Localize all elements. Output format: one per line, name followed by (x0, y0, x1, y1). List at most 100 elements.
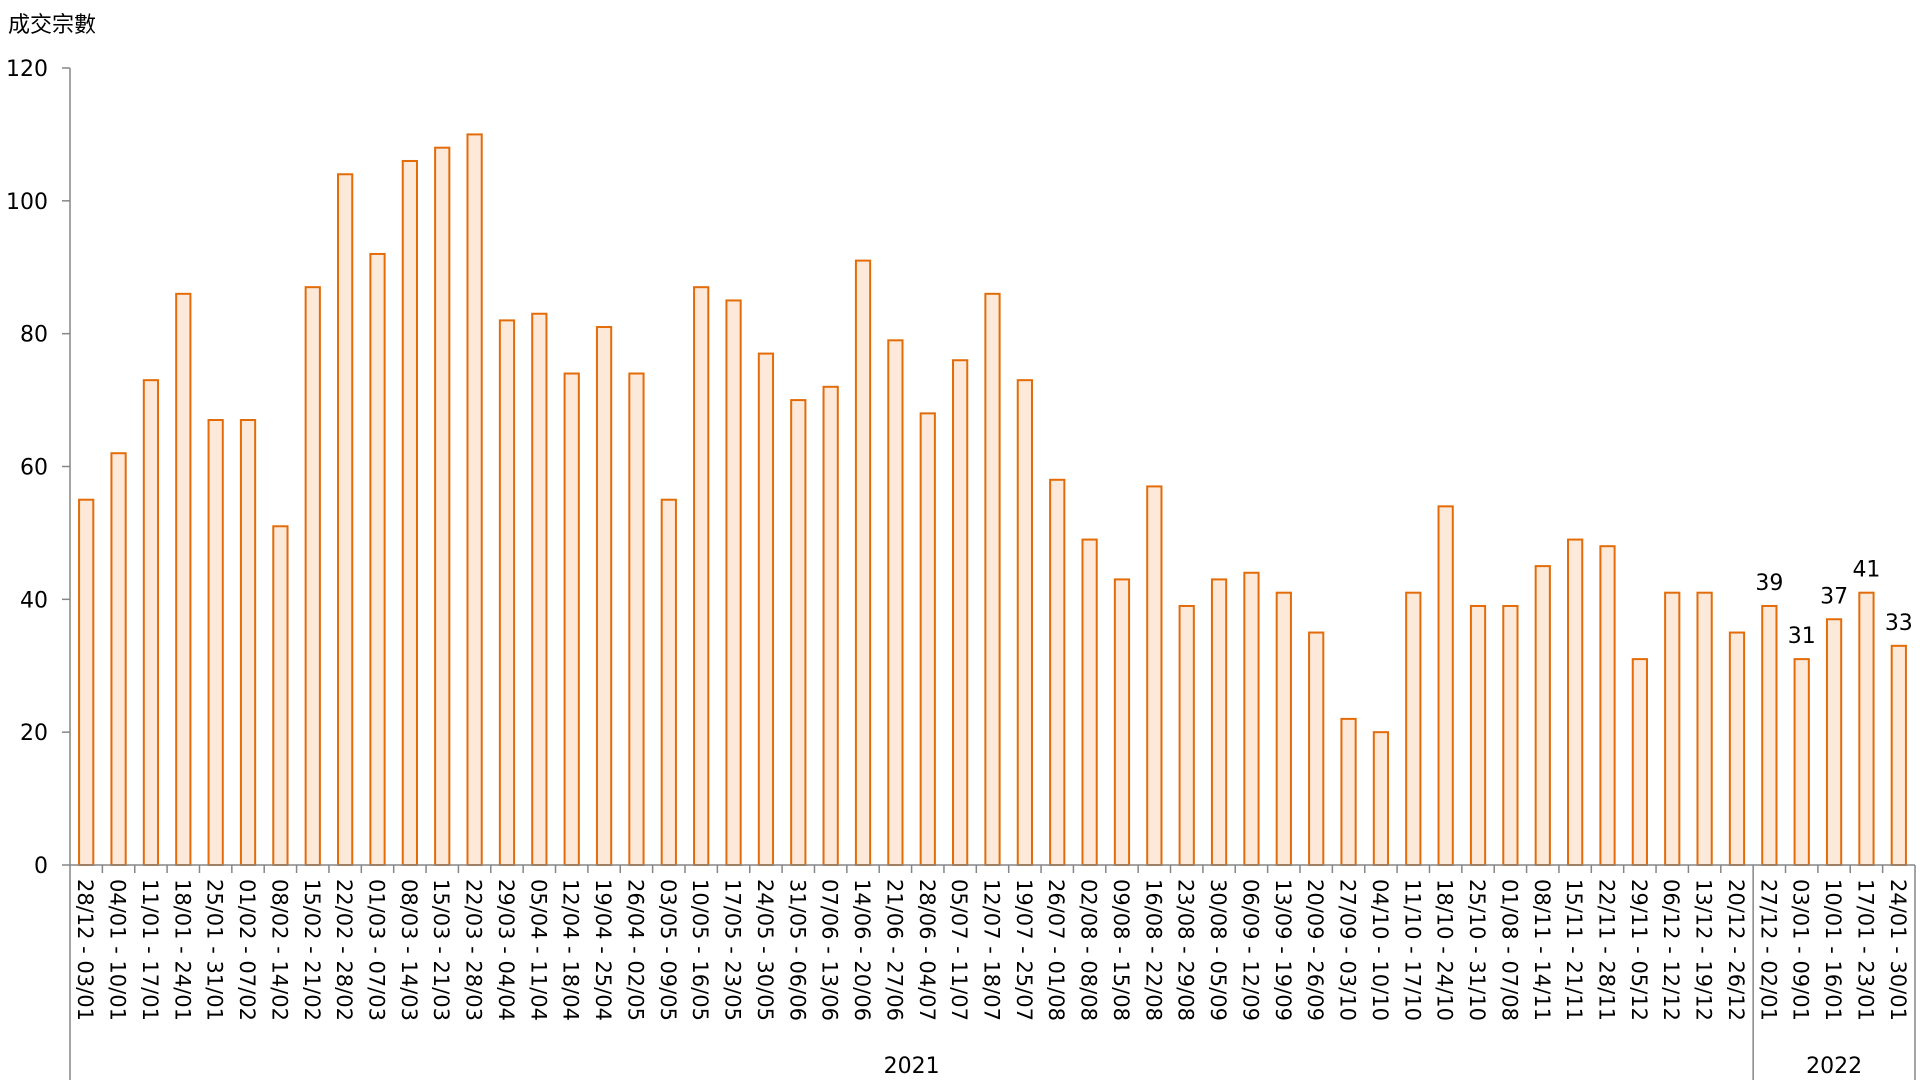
x-tick-label: 10/05 - 16/05 (688, 879, 712, 1021)
bar (595, 326, 613, 866)
x-tick-label: 27/09 - 03/10 (1336, 879, 1360, 1021)
x-tick-label: 11/10 - 17/10 (1400, 879, 1424, 1021)
bar (1599, 545, 1616, 866)
year-group-label: 2021 (884, 1054, 940, 1079)
bar (1858, 591, 1875, 866)
bar (1340, 717, 1357, 867)
bar (1469, 604, 1487, 866)
bar (175, 292, 192, 867)
year-groups: 2021 2022 (69, 873, 1916, 1084)
bar (887, 339, 904, 866)
bar (1308, 631, 1325, 867)
bar (1178, 604, 1195, 866)
bar (272, 525, 289, 867)
bar (142, 379, 160, 866)
bar (369, 252, 386, 866)
bar (1049, 478, 1066, 866)
bar (239, 419, 257, 866)
bar (628, 372, 645, 866)
x-tick-label: 08/02 - 14/02 (267, 879, 291, 1021)
bar (693, 286, 710, 866)
bar (78, 498, 95, 866)
bar (401, 159, 418, 866)
x-tick-label: 01/03 - 07/03 (365, 879, 389, 1021)
bar (660, 498, 677, 866)
x-tick-label: 02/08 - 08/08 (1077, 879, 1101, 1021)
x-axis: 28/12 - 03/01 04/01 - 10/01 11/01 - 17/01 1… (69, 864, 1916, 1021)
y-tick-label: 20 (20, 721, 48, 746)
x-tick-label: 25/10 - 31/10 (1465, 879, 1489, 1021)
bar (1534, 565, 1551, 866)
x-tick-label: 11/01 - 17/01 (138, 879, 162, 1021)
y-tick-label: 100 (6, 190, 48, 215)
bar (1793, 658, 1810, 866)
bar (854, 259, 872, 866)
x-tick-label: 31/05 - 06/06 (785, 879, 809, 1021)
bar (434, 146, 451, 866)
bar (1567, 538, 1584, 867)
y-tick-label: 120 (6, 57, 48, 82)
x-tick-label: 13/12 - 19/12 (1692, 879, 1716, 1021)
x-tick-label: 28/06 - 04/07 (915, 879, 939, 1021)
x-tick-label: 14/06 - 20/06 (850, 879, 874, 1021)
bar (952, 359, 969, 866)
x-tick-label: 04/10 - 10/10 (1368, 879, 1392, 1021)
data-label: 41 (1852, 558, 1880, 583)
y-tick-label: 0 (34, 854, 48, 879)
x-tick-label: 03/05 - 09/05 (656, 879, 680, 1021)
bar (1437, 505, 1454, 866)
bar (110, 452, 127, 866)
bar (1761, 604, 1778, 866)
x-tick-label: 13/09 - 19/09 (1271, 879, 1295, 1021)
bar (822, 385, 839, 866)
x-tick-label: 18/10 - 24/10 (1433, 879, 1457, 1021)
bar (725, 299, 742, 867)
bar (1631, 658, 1648, 866)
bar (1405, 591, 1422, 866)
x-tick-label: 08/03 - 14/03 (397, 879, 421, 1021)
x-tick-label: 12/07 - 18/07 (980, 879, 1004, 1021)
y-axis: 0 20 40 60 80 100 120 (6, 57, 71, 879)
x-tick-label: 20/09 - 26/09 (1303, 879, 1327, 1021)
x-tick-label: 05/04 - 11/04 (526, 879, 550, 1021)
bar (563, 372, 580, 866)
bar (1728, 631, 1746, 867)
y-tick-label: 60 (20, 456, 48, 481)
x-tick-label: 25/01 - 31/01 (203, 879, 227, 1021)
bar (337, 173, 354, 866)
x-tick-label: 23/08 - 29/08 (1174, 879, 1198, 1021)
x-tick-label: 15/11 - 21/11 (1562, 879, 1586, 1021)
bar (1210, 578, 1228, 866)
x-tick-label: 20/12 - 26/12 (1724, 879, 1748, 1021)
x-tick-label: 22/02 - 28/02 (332, 879, 356, 1021)
bar (304, 286, 321, 866)
y-axis-title: 成交宗數 (8, 13, 96, 38)
x-tick-label: 24/05 - 30/05 (753, 879, 777, 1021)
x-tick-label: 16/08 - 22/08 (1141, 879, 1165, 1021)
x-tick-label: 10/01 - 16/01 (1821, 879, 1845, 1021)
data-label: 33 (1885, 611, 1913, 636)
x-tick-label: 06/12 - 12/12 (1659, 879, 1683, 1021)
bar (757, 352, 775, 866)
x-tick-label: 26/04 - 02/05 (623, 879, 647, 1021)
x-tick-label: 22/11 - 28/11 (1595, 879, 1619, 1021)
bar (1372, 731, 1390, 867)
x-tick-label: 03/01 - 09/01 (1789, 879, 1813, 1021)
bar (1081, 538, 1098, 867)
year-group-label: 2022 (1806, 1054, 1862, 1079)
x-tick-label: 09/08 - 15/08 (1109, 879, 1133, 1021)
bar (207, 419, 224, 866)
bar (1664, 591, 1681, 866)
x-tick-label: 01/08 - 07/08 (1497, 879, 1521, 1021)
bar (1243, 571, 1260, 866)
bar (1146, 485, 1163, 866)
bar (1275, 591, 1292, 866)
x-tick-label: 05/07 - 11/07 (947, 879, 971, 1021)
x-tick-label: 19/07 - 25/07 (1012, 879, 1036, 1021)
bar (466, 133, 483, 866)
bar (919, 412, 936, 866)
data-label: 39 (1755, 571, 1783, 596)
x-tick-label: 27/12 - 02/01 (1756, 879, 1780, 1021)
